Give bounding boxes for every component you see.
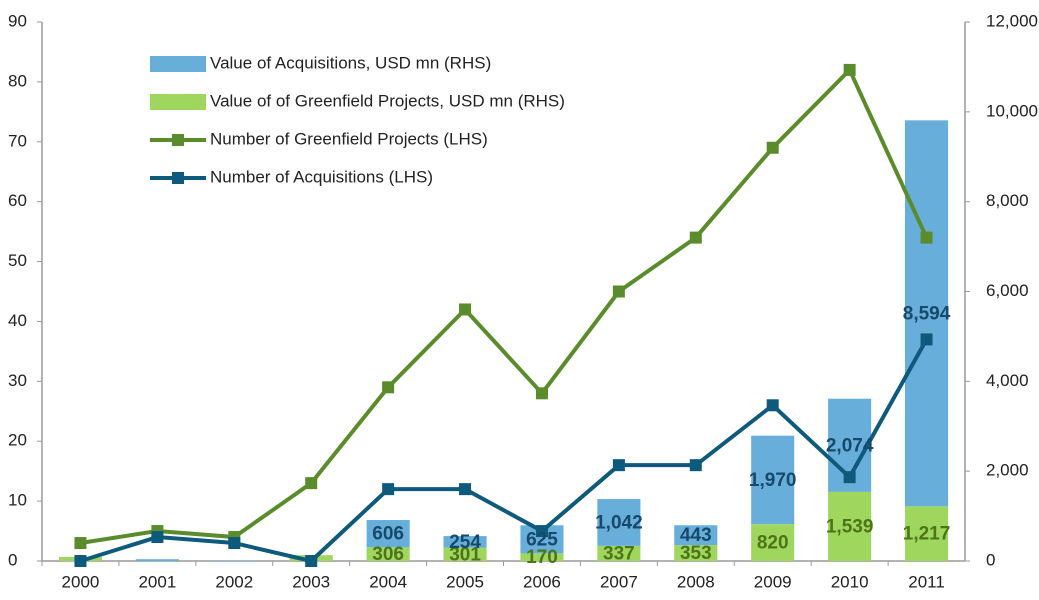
legend-marker: [172, 134, 184, 146]
y-tick-label: 20: [8, 431, 27, 450]
x-tick-label: 2000: [62, 572, 100, 591]
x-tick-label: 2011: [908, 572, 945, 591]
x-tick-label: 2004: [369, 572, 407, 591]
line-marker: [459, 483, 472, 496]
line-marker: [535, 387, 548, 400]
line-marker: [689, 231, 702, 244]
x-tick-label: 2006: [523, 572, 561, 591]
x-tick-label: 2008: [677, 572, 715, 591]
y-tick-label: 0: [8, 550, 17, 569]
value-label: 254: [449, 532, 481, 553]
line-marker: [151, 531, 164, 544]
y-tick-label: 80: [8, 71, 27, 90]
bar: [366, 520, 410, 548]
bar: [674, 545, 718, 561]
x-tick-label: 2005: [446, 572, 484, 591]
y2-tick-label: 6,000: [986, 281, 1029, 300]
line-marker: [74, 537, 87, 550]
line-marker: [920, 333, 933, 346]
bar: [751, 524, 795, 561]
value-label: 625: [526, 529, 558, 550]
bar: [520, 553, 564, 561]
value-label: 443: [680, 525, 712, 546]
line-marker: [74, 555, 87, 567]
x-tick-label: 2001: [138, 572, 176, 591]
line-marker: [228, 537, 241, 550]
line-marker: [843, 471, 856, 484]
y2-tick-label: 10,000: [986, 101, 1038, 120]
x-tick-label: 2003: [292, 572, 330, 591]
line-marker: [382, 381, 395, 394]
line-marker: [459, 303, 472, 316]
line-marker: [843, 63, 856, 76]
legend-label: Value of Acquisitions, USD mn (RHS): [210, 53, 491, 72]
bar: [828, 491, 872, 561]
value-label: 1,042: [595, 512, 643, 533]
value-label: 301: [449, 544, 481, 565]
y-tick-label: 40: [8, 311, 27, 330]
value-label: 1,217: [903, 524, 951, 545]
legend-swatch: [150, 94, 206, 110]
bar: [597, 499, 641, 546]
y-tick-label: 90: [8, 11, 27, 30]
bar: [597, 545, 641, 561]
line-marker: [612, 459, 625, 472]
y-tick-label: 10: [8, 491, 27, 510]
legend-label: Number of Greenfield Projects (LHS): [210, 129, 488, 148]
y2-tick-label: 2,000: [986, 461, 1029, 480]
value-label: 306: [372, 544, 404, 565]
legend-marker: [172, 172, 184, 184]
line-marker: [766, 141, 779, 154]
value-label: 606: [372, 524, 404, 545]
y-tick-label: 60: [8, 191, 27, 210]
line-marker: [612, 285, 625, 298]
y-tick-label: 30: [8, 371, 27, 390]
line-marker: [766, 399, 779, 412]
x-tick-label: 2002: [215, 572, 253, 591]
line-marker: [920, 231, 933, 244]
bar: [366, 547, 410, 561]
line-marker: [535, 525, 548, 538]
value-label: 337: [603, 543, 635, 564]
bar: [905, 120, 949, 507]
line-marker: [305, 555, 318, 567]
x-tick-label: 2010: [831, 572, 869, 591]
line-marker: [305, 477, 318, 490]
line-marker: [382, 483, 395, 496]
x-tick-label: 2007: [600, 572, 638, 591]
legend-swatch: [150, 56, 206, 72]
x-tick-label: 2009: [754, 572, 792, 591]
y-tick-label: 50: [8, 251, 27, 270]
y2-tick-label: 4,000: [986, 371, 1029, 390]
y-tick-label: 70: [8, 131, 27, 150]
bar: [135, 559, 179, 561]
value-label: 170: [526, 547, 558, 568]
bar: [674, 525, 718, 546]
y2-tick-label: 12,000: [986, 11, 1038, 30]
bar: [751, 435, 795, 525]
value-label: 8,594: [903, 303, 951, 324]
legend-label: Number of Acquisitions (LHS): [210, 167, 433, 186]
line: [79, 338, 929, 564]
bar: [905, 506, 949, 561]
legend-label: Value of of Greenfield Projects, USD mn …: [210, 91, 565, 110]
line: [80, 66, 929, 546]
value-label: 353: [680, 543, 712, 564]
bar: [443, 547, 487, 561]
value-label: 1,970: [749, 470, 797, 491]
bar: [443, 536, 487, 548]
y2-tick-label: 0: [986, 550, 995, 569]
line-marker: [689, 459, 702, 472]
value-label: 2,074: [826, 435, 874, 456]
value-label: 820: [757, 533, 789, 554]
value-label: 1,539: [826, 516, 874, 537]
y2-tick-label: 8,000: [986, 191, 1029, 210]
